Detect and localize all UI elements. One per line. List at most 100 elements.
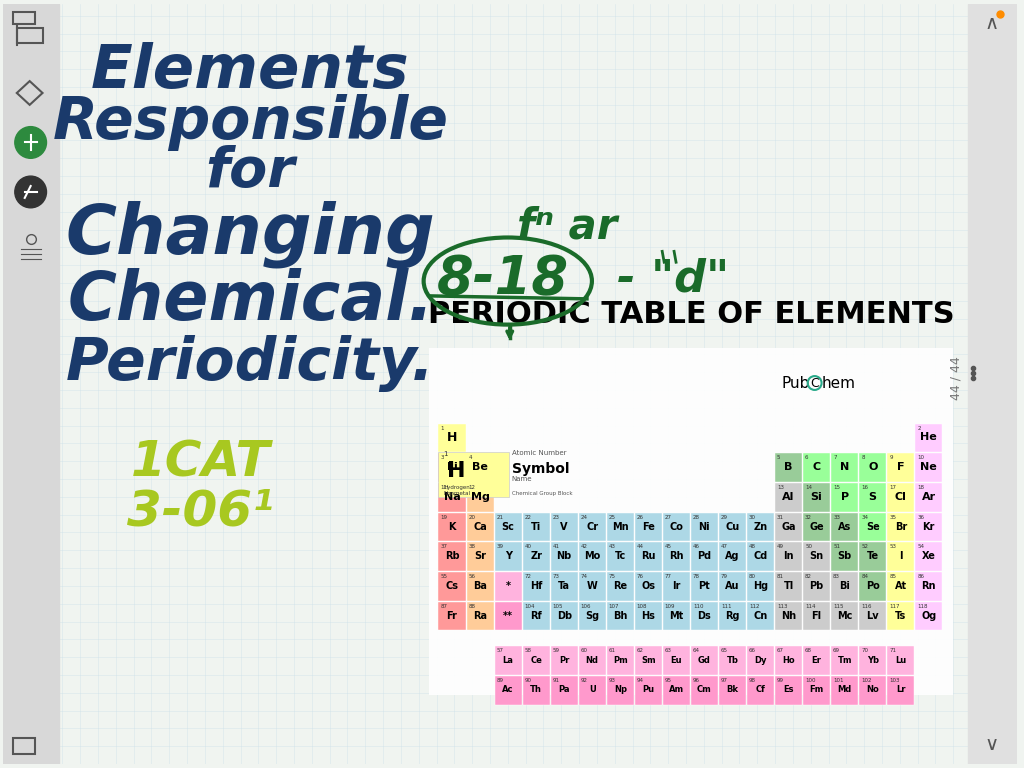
Text: Nonmetal: Nonmetal [443,491,470,496]
Text: 60: 60 [581,648,588,654]
Bar [887,453,914,482]
Text: 113: 113 [777,604,787,609]
Bar [719,602,746,631]
Text: Rb: Rb [444,551,460,561]
Text: 71: 71 [889,648,896,654]
Text: 57: 57 [497,648,504,654]
Bar [746,676,774,705]
Bar [13,12,35,24]
Text: 68: 68 [805,648,812,654]
Text: 76: 76 [637,574,644,579]
Bar [719,572,746,601]
Bar [746,542,774,571]
Text: 1: 1 [443,452,447,457]
Text: Ni: Ni [698,521,711,531]
Bar [887,602,914,631]
Text: 86: 86 [918,574,925,579]
Text: 92: 92 [581,678,588,683]
Text: Eu: Eu [671,656,682,664]
Text: 9: 9 [889,455,893,460]
Bar [803,513,830,541]
Text: Ne: Ne [921,462,937,472]
Text: 73: 73 [553,574,560,579]
Text: Br: Br [895,521,907,531]
Text: Name: Name [512,475,532,482]
Bar [831,647,858,675]
Bar [663,676,690,705]
Text: 3-06¹: 3-06¹ [127,488,274,536]
Bar [859,647,886,675]
Bar [607,572,634,601]
Bar [607,647,634,675]
Text: 34: 34 [861,515,868,520]
Text: Hg: Hg [753,581,768,591]
Text: H: H [447,461,466,481]
Text: 63: 63 [665,648,672,654]
Bar [887,572,914,601]
Text: 118: 118 [918,604,928,609]
Bar [663,542,690,571]
Text: Ga: Ga [781,521,796,531]
Text: 83: 83 [834,574,840,579]
Bar [579,602,606,631]
Text: Fr: Fr [446,611,458,621]
Text: 103: 103 [889,678,900,683]
Text: 37: 37 [440,545,447,549]
Text: Be: Be [472,462,488,472]
Text: 36: 36 [918,515,925,520]
Text: 62: 62 [637,648,644,654]
Text: Cr: Cr [586,521,598,531]
Text: Am: Am [669,685,684,694]
Text: Re: Re [613,581,628,591]
Bar [719,647,746,675]
Text: 114: 114 [805,604,815,609]
Text: Sr: Sr [474,551,486,561]
Text: 91: 91 [553,678,560,683]
Text: Fe: Fe [642,521,654,531]
Bar [803,676,830,705]
Text: 17: 17 [889,485,896,490]
Bar [438,513,466,541]
Text: Ho: Ho [782,656,795,664]
Text: PERIODIC TABLE OF ELEMENTS: PERIODIC TABLE OF ELEMENTS [428,300,954,329]
Text: 12: 12 [469,485,475,490]
Text: Lv: Lv [866,611,879,621]
Text: Gd: Gd [698,656,711,664]
Text: 65: 65 [721,648,728,654]
Bar [16,28,43,44]
Text: 55: 55 [440,574,447,579]
Text: 108: 108 [637,604,647,609]
Text: Ba: Ba [473,581,487,591]
Text: Ta: Ta [558,581,570,591]
Text: Chemical.: Chemical. [68,268,433,334]
Text: C: C [810,376,819,389]
Text: Dy: Dy [755,656,767,664]
Text: Pt: Pt [698,581,711,591]
Text: Mg: Mg [471,492,489,502]
Text: 11: 11 [440,485,447,490]
Text: 99: 99 [777,678,784,683]
Text: 98: 98 [749,678,756,683]
Bar [803,453,830,482]
Text: Si: Si [811,492,822,502]
Text: Np: Np [613,685,627,694]
Bar [887,483,914,511]
Bar [775,453,802,482]
Text: P: P [841,492,849,502]
Text: La: La [503,656,514,664]
Text: He: He [921,432,937,442]
Bar [887,647,914,675]
Bar [691,676,718,705]
Text: Os: Os [641,581,655,591]
Bar [607,676,634,705]
Text: 112: 112 [749,604,760,609]
Text: 70: 70 [861,648,868,654]
Bar [13,738,35,754]
Text: - "d": - "d" [616,257,729,300]
Bar [915,602,942,631]
Bar [522,513,550,541]
Text: 51: 51 [834,545,840,549]
Text: ∨: ∨ [985,735,999,754]
Text: Nd: Nd [586,656,599,664]
Text: Chemical Group Block: Chemical Group Block [512,491,572,496]
